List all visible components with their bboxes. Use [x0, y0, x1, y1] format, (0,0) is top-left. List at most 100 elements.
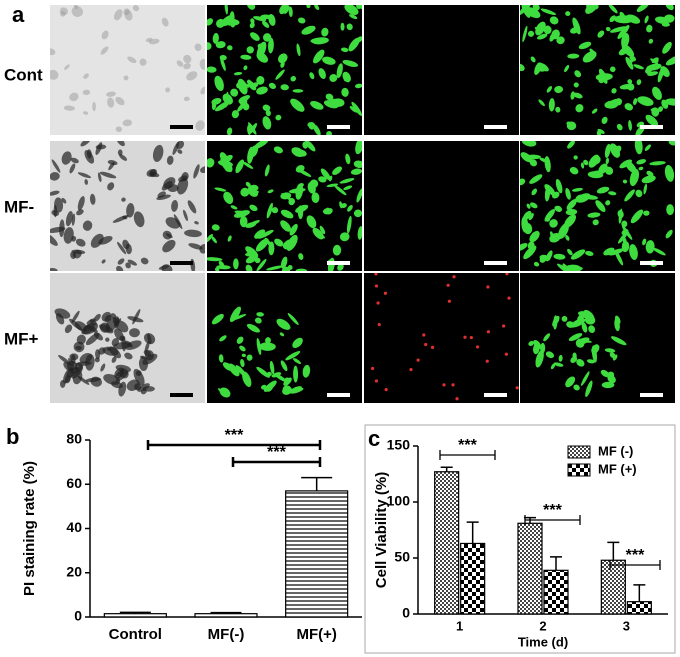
green-cell: [291, 147, 305, 157]
green-cell: [529, 174, 543, 184]
cell-shadow: [165, 217, 181, 229]
green-cell: [220, 57, 226, 71]
cell-shadow: [50, 48, 56, 56]
green-cell: [246, 323, 260, 333]
green-cell: [257, 229, 274, 239]
green-cell: [240, 54, 252, 60]
green-cell: [341, 87, 349, 97]
green-cell: [521, 141, 537, 147]
green-cell: [309, 179, 319, 189]
significance-label: ***: [626, 547, 645, 564]
cell-shadow: [105, 337, 110, 342]
micrograph-grid: [50, 5, 675, 403]
green-cell: [266, 202, 273, 219]
cell-shadow: [127, 259, 138, 266]
significance-bracket: [609, 560, 661, 570]
green-cell: [574, 70, 582, 78]
green-cell: [567, 141, 575, 149]
cell-shadow: [127, 56, 137, 64]
green-cell: [534, 62, 542, 75]
green-cell: [255, 238, 269, 252]
green-cell: [633, 64, 644, 70]
green-cell: [629, 55, 636, 62]
green-cell: [297, 17, 306, 24]
green-cell: [297, 168, 312, 177]
cell-shadow: [77, 172, 92, 179]
green-cell: [548, 98, 555, 112]
green-cell: [581, 371, 590, 386]
cell-shadow: [163, 177, 176, 189]
green-cell: [237, 78, 248, 95]
green-cell: [247, 124, 252, 135]
green-cell: [306, 215, 317, 229]
green-cell: [224, 5, 228, 15]
y-tick-label: 150: [387, 437, 411, 453]
green-cell: [249, 145, 259, 158]
cell-shadow: [115, 364, 132, 373]
green-cell: [231, 314, 247, 321]
row-label: Cont: [4, 65, 43, 84]
significance-bracket: [146, 440, 322, 450]
cell-shadow: [101, 259, 106, 264]
cell-shadow: [187, 200, 197, 214]
cells: [207, 5, 362, 135]
green-cell: [553, 362, 564, 367]
green-cell: [280, 84, 289, 91]
green-cell: [274, 238, 284, 247]
red-cell: [374, 379, 379, 383]
green-cell: [287, 265, 293, 270]
green-cell: [636, 159, 647, 165]
y-tick-label: 80: [66, 431, 82, 447]
micrograph: [520, 273, 675, 403]
green-cell: [314, 5, 320, 11]
green-cell: [292, 337, 303, 349]
green-cell: [281, 266, 291, 271]
green-cell: [640, 97, 646, 104]
green-cell: [353, 209, 362, 218]
cell-shadow: [61, 151, 72, 165]
green-cell: [326, 183, 339, 188]
cell-shadow: [139, 355, 146, 359]
green-cell: [636, 79, 642, 86]
green-cell: [522, 25, 528, 43]
green-cell: [207, 18, 213, 26]
green-cell: [528, 213, 534, 221]
green-cell: [601, 381, 615, 389]
green-cell: [313, 49, 325, 64]
micrograph: [50, 273, 205, 403]
cell-shadow: [116, 265, 124, 271]
green-cell: [581, 322, 588, 333]
green-cell: [340, 47, 349, 53]
green-cell: [605, 157, 609, 165]
green-cell: [288, 6, 293, 18]
green-cell: [544, 184, 556, 196]
cell-shadow: [54, 197, 64, 213]
green-cell: [573, 92, 583, 99]
green-cell: [591, 108, 598, 114]
green-cell: [241, 353, 246, 358]
green-cell: [609, 98, 623, 106]
green-cell: [266, 371, 272, 377]
cell-shadow: [82, 89, 91, 95]
green-cell: [549, 233, 561, 243]
bar: [517, 522, 543, 615]
green-cell: [220, 157, 233, 173]
x-axis-label: Time (d): [518, 634, 568, 649]
cell-shadow: [60, 11, 66, 17]
green-cell: [319, 225, 326, 235]
green-cell: [617, 25, 630, 39]
green-cell: [624, 103, 634, 111]
green-cell: [618, 47, 629, 56]
red-cell: [383, 291, 388, 295]
red-cell: [371, 366, 375, 371]
green-cell: [578, 311, 593, 319]
green-cell: [652, 247, 666, 256]
green-cell: [645, 240, 655, 254]
cell-shadow: [107, 97, 115, 108]
green-cell: [242, 161, 254, 169]
green-cell: [285, 351, 301, 361]
green-cell: [346, 23, 353, 31]
red-cell: [486, 285, 490, 289]
green-cell: [616, 123, 623, 131]
green-cell: [607, 374, 616, 384]
